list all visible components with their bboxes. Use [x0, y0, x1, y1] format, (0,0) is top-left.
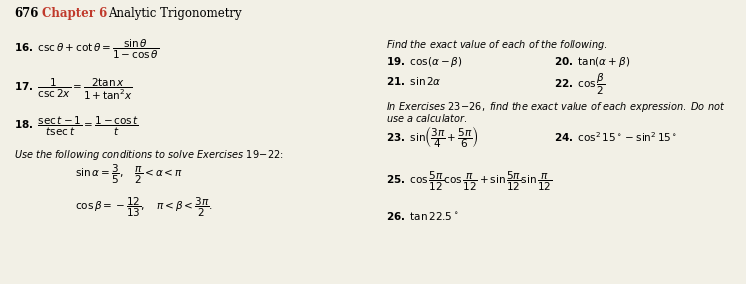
Text: $\mathbf{17.}\ \dfrac{1}{\csc 2x} = \dfrac{2\tan x}{1 + \tan^2\!x}$: $\mathbf{17.}\ \dfrac{1}{\csc 2x} = \dfr…	[14, 77, 133, 102]
Text: $\mathbf{22.}\ \cos\dfrac{\beta}{2}$: $\mathbf{22.}\ \cos\dfrac{\beta}{2}$	[554, 72, 606, 97]
Text: 676: 676	[14, 7, 38, 20]
Text: $\mathbf{24.}\ \cos^2 15^\circ - \sin^2 15^\circ$: $\mathbf{24.}\ \cos^2 15^\circ - \sin^2 …	[554, 130, 677, 144]
Text: Analytic Trigonometry: Analytic Trigonometry	[108, 7, 242, 20]
Text: $\mathit{use\ a\ calculator.}$: $\mathit{use\ a\ calculator.}$	[386, 112, 468, 124]
Text: $\cos\beta = -\dfrac{12}{13},\quad \pi < \beta < \dfrac{3\pi}{2}.$: $\cos\beta = -\dfrac{12}{13},\quad \pi <…	[75, 196, 213, 219]
Text: $\mathbf{19.}\ \cos(\alpha - \beta)$: $\mathbf{19.}\ \cos(\alpha - \beta)$	[386, 55, 463, 69]
Text: $\mathbf{25.}\ \cos\dfrac{5\pi}{12}\cos\dfrac{\pi}{12} + \sin\dfrac{5\pi}{12}\si: $\mathbf{25.}\ \cos\dfrac{5\pi}{12}\cos\…	[386, 170, 553, 193]
Text: $\mathit{Use\ the\ following\ conditions\ to\ solve\ Exercises\ 19\!-\!22\!:}$: $\mathit{Use\ the\ following\ conditions…	[14, 148, 284, 162]
Text: $\mathbf{26.}\ \tan 22.5^\circ$: $\mathbf{26.}\ \tan 22.5^\circ$	[386, 210, 459, 222]
Text: $\mathbf{21.}\ \sin 2\alpha$: $\mathbf{21.}\ \sin 2\alpha$	[386, 75, 442, 87]
Text: Chapter 6: Chapter 6	[42, 7, 107, 20]
Text: $\mathbf{16.}\ \csc\theta + \cot\theta = \dfrac{\sin\theta}{1 - \cos\theta}$: $\mathbf{16.}\ \csc\theta + \cot\theta =…	[14, 38, 159, 61]
Text: $\mathit{In\ Exercises\ 23\!-\!26,\ find\ the\ exact\ value\ of\ each\ expressio: $\mathit{In\ Exercises\ 23\!-\!26,\ find…	[386, 100, 725, 114]
Text: $\mathbf{23.}\ \sin\!\left(\dfrac{3\pi}{4} + \dfrac{5\pi}{6}\right)$: $\mathbf{23.}\ \sin\!\left(\dfrac{3\pi}{…	[386, 124, 479, 150]
Text: $\mathit{Find\ the\ exact\ value\ of\ each\ of\ the\ following.}$: $\mathit{Find\ the\ exact\ value\ of\ ea…	[386, 38, 608, 52]
Text: $\mathbf{18.}\ \dfrac{\sec t - 1}{t\sec t} = \dfrac{1 - \cos t}{t}$: $\mathbf{18.}\ \dfrac{\sec t - 1}{t\sec …	[14, 115, 140, 138]
Text: $\sin\alpha = \dfrac{3}{5},\quad \dfrac{\pi}{2} < \alpha < \pi$: $\sin\alpha = \dfrac{3}{5},\quad \dfrac{…	[75, 163, 183, 186]
Text: $\mathbf{20.}\ \tan(\alpha + \beta)$: $\mathbf{20.}\ \tan(\alpha + \beta)$	[554, 55, 630, 69]
